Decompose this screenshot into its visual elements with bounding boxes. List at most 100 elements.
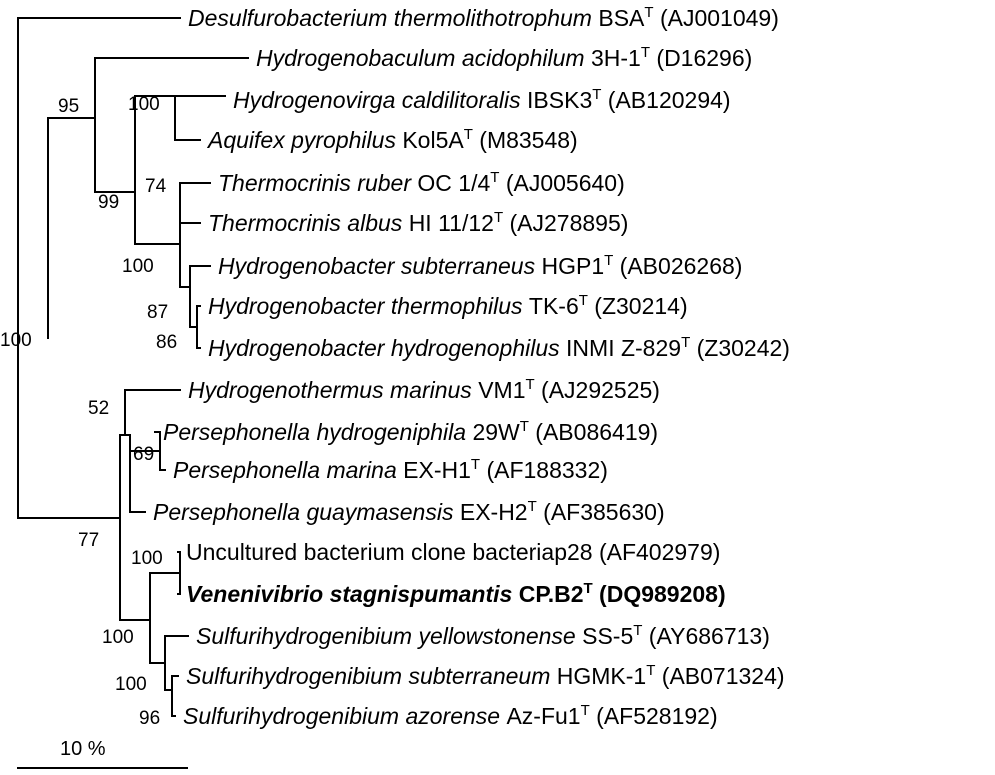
taxon-accession: (AF385630) [537, 499, 665, 525]
taxon-accession: (M83548) [473, 127, 578, 153]
taxon-strain: OC 1/4 [417, 170, 490, 196]
taxon-accession: (AB026268) [613, 253, 742, 279]
type-strain-superscript: T [471, 456, 480, 473]
taxon-species-name: Hydrogenobaculum acidophilum [256, 45, 591, 71]
taxon-strain: Az-Fu1 [506, 703, 580, 729]
bootstrap-value: 77 [78, 530, 99, 551]
type-strain-superscript: T [584, 580, 593, 597]
taxon-label: Sulfurihydrogenibium yellowstonense SS-5… [196, 622, 770, 649]
taxon-accession: (AB120294) [601, 87, 730, 113]
bootstrap-values: 95 100 99 74 100 87 86 100 52 69 77 100 100 100 96 [0, 94, 177, 729]
taxon-strain: Uncultured bacterium clone bacteriap28 [186, 539, 593, 565]
bootstrap-value: 87 [147, 302, 168, 323]
taxon-strain: EX-H2 [460, 499, 528, 525]
taxon-label: Thermocrinis ruber OC 1/4T (AJ005640) [218, 169, 625, 196]
type-strain-superscript: T [592, 86, 601, 103]
type-strain-superscript: T [464, 126, 473, 143]
tree-branches [17, 17, 249, 717]
taxon-label: Persephonella marina EX-H1T (AF188332) [173, 456, 608, 483]
bootstrap-value: 100 [102, 627, 134, 648]
taxon-species-name: Persephonella hydrogeniphila [163, 419, 472, 445]
taxon-species-name: Hydrogenobacter hydrogenophilus [208, 335, 566, 361]
type-strain-superscript: T [604, 252, 613, 269]
taxon-accession: (AJ292525) [535, 377, 660, 403]
taxon-accession: (AJ278895) [503, 210, 628, 236]
taxon-strain: HGP1 [541, 253, 604, 279]
type-strain-superscript: T [644, 4, 653, 21]
taxon-label: Hydrogenovirga caldilitoralis IBSK3T (AB… [233, 86, 731, 113]
bootstrap-value: 100 [122, 256, 154, 277]
taxon-label: Sulfurihydrogenibium subterraneum HGMK-1… [186, 662, 785, 689]
bootstrap-value: 100 [0, 330, 32, 351]
taxon-species-name: Thermocrinis albus [208, 210, 409, 236]
taxon-labels: Desulfurobacterium thermolithotrophum BS… [153, 4, 790, 729]
taxon-strain: SS-5 [582, 623, 633, 649]
taxon-strain: HI 11/12 [409, 210, 494, 236]
taxon-accession: (AB086419) [529, 419, 658, 445]
taxon-species-name: Hydrogenobacter subterraneus [218, 253, 541, 279]
taxon-label: Persephonella guaymasensis EX-H2T (AF385… [153, 498, 665, 525]
taxon-species-name: Hydrogenobacter thermophilus [208, 293, 529, 319]
taxon-label: Hydrogenobacter hydrogenophilus INMI Z-8… [208, 334, 790, 361]
taxon-label: Hydrogenobaculum acidophilum 3H-1T (D162… [256, 44, 752, 71]
bootstrap-value: 100 [115, 674, 147, 695]
type-strain-superscript: T [633, 622, 642, 639]
taxon-strain: IBSK3 [527, 87, 592, 113]
type-strain-superscript: T [641, 44, 650, 61]
taxon-strain: 29W [472, 419, 520, 445]
taxon-strain: Kol5A [402, 127, 464, 153]
taxon-strain: 3H-1 [591, 45, 641, 71]
taxon-label: Venenivibrio stagnispumantis CP.B2T (DQ9… [186, 580, 726, 607]
type-strain-superscript: T [494, 209, 503, 226]
taxon-accession: (AJ001049) [654, 5, 779, 31]
taxon-accession: (Z30214) [588, 293, 688, 319]
scale-bar-label: 10 % [60, 738, 106, 760]
taxon-accession: (Z30242) [690, 335, 790, 361]
taxon-accession: (AF402979) [593, 539, 721, 565]
taxon-species-name: Sulfurihydrogenibium subterraneum [186, 663, 557, 689]
bootstrap-value: 96 [139, 708, 160, 729]
taxon-strain: HGMK-1 [557, 663, 646, 689]
taxon-label: Uncultured bacterium clone bacteriap28 (… [186, 539, 720, 565]
taxon-species-name: Sulfurihydrogenibium azorense [183, 703, 506, 729]
taxon-strain: EX-H1 [403, 457, 471, 483]
scale-bar: 10 % [17, 738, 188, 769]
taxon-strain: INMI Z-829 [566, 335, 681, 361]
type-strain-superscript: T [525, 376, 534, 393]
taxon-species-name: Sulfurihydrogenibium yellowstonense [196, 623, 582, 649]
bootstrap-value: 69 [133, 444, 154, 465]
taxon-species-name: Hydrogenovirga caldilitoralis [233, 87, 527, 113]
type-strain-superscript: T [490, 169, 499, 186]
bootstrap-value: 74 [145, 176, 167, 197]
taxon-accession: (AY686713) [642, 623, 769, 649]
type-strain-superscript: T [581, 702, 590, 719]
taxon-label: Persephonella hydrogeniphila 29WT (AB086… [163, 418, 658, 445]
taxon-strain: TK-6 [529, 293, 579, 319]
taxon-label: Hydrogenobacter thermophilus TK-6T (Z302… [208, 292, 688, 319]
bootstrap-value: 99 [98, 192, 119, 213]
taxon-species-name: Venenivibrio stagnispumantis [186, 581, 519, 607]
taxon-label: Aquifex pyrophilus Kol5AT (M83548) [206, 126, 578, 153]
taxon-label: Hydrogenothermus marinus VM1T (AJ292525) [188, 376, 660, 403]
type-strain-superscript: T [579, 292, 588, 309]
taxon-label: Hydrogenobacter subterraneus HGP1T (AB02… [218, 252, 742, 279]
taxon-strain: VM1 [478, 377, 525, 403]
type-strain-superscript: T [646, 662, 655, 679]
taxon-species-name: Persephonella guaymasensis [153, 499, 460, 525]
bootstrap-value: 100 [131, 548, 163, 569]
bootstrap-value: 86 [156, 332, 177, 353]
taxon-label: Desulfurobacterium thermolithotrophum BS… [188, 4, 779, 31]
taxon-label: Sulfurihydrogenibium azorense Az-Fu1T (A… [183, 702, 718, 729]
taxon-species-name: Persephonella marina [173, 457, 403, 483]
taxon-strain: CP.B2 [519, 581, 584, 607]
taxon-accession: (AF188332) [480, 457, 608, 483]
taxon-accession: (AF528192) [590, 703, 718, 729]
taxon-species-name: Hydrogenothermus marinus [188, 377, 478, 403]
taxon-accession: (AJ005640) [499, 170, 624, 196]
type-strain-superscript: T [528, 498, 537, 515]
taxon-species-name: Thermocrinis ruber [218, 170, 417, 196]
type-strain-superscript: T [681, 334, 690, 351]
taxon-species-name: Desulfurobacterium thermolithotrophum [188, 5, 598, 31]
taxon-label: Thermocrinis albus HI 11/12T (AJ278895) [208, 209, 628, 236]
